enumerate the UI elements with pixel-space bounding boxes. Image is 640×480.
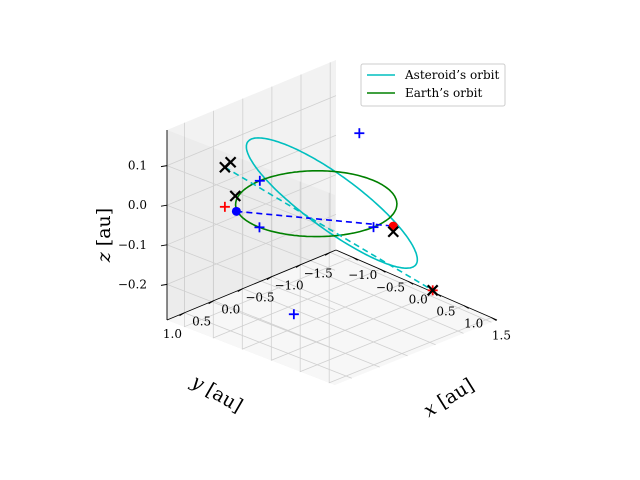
grid-x-3 (270, 170, 437, 361)
x-tick-label-3: 0.5 (436, 304, 455, 318)
tick-marks: −1.0−0.50.00.51.01.51.00.50.0−0.5−1.0−1.… (118, 159, 511, 343)
x-marker-9-b (229, 190, 242, 202)
x-tick-label-5: 1.5 (492, 329, 511, 343)
legend-label-asteroid: Asteroid’s orbit (404, 68, 499, 82)
x-tick-2 (407, 280, 414, 285)
z-tick-label-0: 0.1 (128, 159, 147, 173)
x-marker-13 (426, 284, 439, 297)
x-tick-4 (463, 305, 469, 309)
z-tick-label-2: −0.1 (118, 238, 147, 252)
y-tick-5 (324, 252, 331, 256)
z-tick-0 (160, 165, 168, 168)
earth-circle-marker-0 (231, 206, 241, 216)
x-tick-5 (491, 317, 497, 321)
x-axis-label: x[au] (420, 374, 478, 422)
y-tick-2 (237, 288, 243, 293)
y-tick-3 (266, 276, 273, 280)
y-axis-label: y[au] (187, 370, 247, 417)
x-marker-12 (387, 225, 400, 238)
dashed-line-1 (224, 166, 434, 292)
orbit-curves (224, 137, 434, 292)
z-tick-label-3: −0.2 (118, 277, 147, 291)
plus-marker-6 (288, 309, 299, 320)
grid-x-2 (241, 159, 409, 350)
x-tick-label-0: −1.0 (348, 268, 377, 282)
legend-box (360, 63, 506, 107)
axes-panes (167, 60, 497, 385)
point-markers (219, 128, 439, 320)
x-tick-label-1: −0.5 (376, 280, 405, 294)
legend: Asteroid’s orbit Earth’s orbit (360, 63, 506, 107)
y-tick-label-0: 1.0 (163, 327, 182, 341)
x-tick-1 (380, 268, 386, 273)
z-tick-1 (160, 204, 168, 207)
legend-label-earth: Earth’s orbit (405, 86, 482, 100)
x-tick-0 (352, 256, 358, 261)
x-marker-13-b (426, 284, 439, 297)
orbit-asteroid (245, 137, 419, 270)
y-tick-1 (208, 300, 214, 305)
z-tick-label-1: 0.0 (128, 198, 147, 212)
y-tick-label-3: −0.5 (245, 291, 274, 305)
plus-marker-7 (219, 201, 230, 212)
x-tick-label-4: 1.0 (464, 317, 483, 331)
x-marker-11 (224, 156, 237, 169)
x-marker-11-b (224, 156, 237, 169)
pane-floor (167, 250, 497, 385)
y-axis-line (166, 249, 337, 321)
plus-marker-4 (254, 222, 265, 233)
z-axis-label: z[au] (93, 208, 115, 263)
plus-marker-3 (254, 175, 265, 186)
y-tick-4 (295, 264, 302, 268)
dashed-line-0 (236, 210, 394, 227)
x-marker-9 (229, 190, 242, 202)
x-axis-line (335, 249, 498, 321)
z-tick-3 (160, 283, 168, 286)
grid-x-5 (328, 192, 492, 384)
x-marker-12-b (387, 225, 400, 238)
y-tick-label-2: 0.0 (221, 303, 240, 317)
y-tick-0 (179, 312, 185, 317)
grid-x-4 (299, 181, 464, 373)
y-tick-label-1: 0.5 (192, 315, 211, 329)
z-tick-2 (160, 244, 168, 247)
x-tick-label-2: 0.0 (409, 292, 428, 306)
plus-marker-5 (354, 128, 365, 139)
y-tick-label-5: −1.5 (304, 266, 333, 280)
plus-marker-2 (368, 222, 379, 233)
y-tick-label-4: −1.0 (274, 278, 303, 292)
axis-lines (166, 130, 498, 321)
